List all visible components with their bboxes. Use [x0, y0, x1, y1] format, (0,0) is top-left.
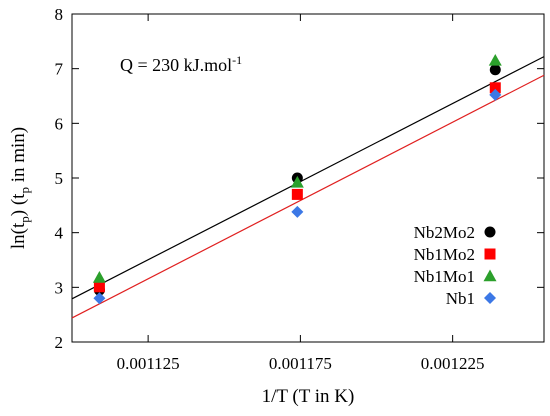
legend-label: Nb2Mo2 [414, 223, 475, 242]
fit-lines [71, 56, 545, 319]
x-tick-label: 0.001125 [117, 354, 180, 373]
y-tick-label: 5 [55, 169, 64, 188]
y-tick-label: 7 [55, 60, 64, 79]
y-axis-title-main: ln(t [8, 222, 29, 249]
x-tick-label: 0.001175 [269, 354, 332, 373]
data-point-diamond [93, 292, 106, 305]
data-point-diamond [489, 88, 502, 101]
legend-label: Nb1Mo2 [414, 245, 475, 264]
data-point-square [489, 82, 501, 94]
legend-label: Nb1 [446, 289, 475, 308]
data-points [92, 53, 502, 305]
data-point-triangle [290, 175, 304, 188]
y-axis-title-end: in min) [8, 127, 29, 187]
legend-marker-diamond [484, 292, 496, 304]
activation-energy-annotation: Q = 230 kJ.mol-1 [120, 53, 242, 75]
data-point-triangle [488, 53, 502, 66]
y-tick-label: 2 [55, 333, 64, 352]
y-axis-title: ln(tp) (tp in min) [8, 127, 32, 249]
annotation-superscript: -1 [232, 53, 242, 67]
data-point-square [291, 188, 303, 200]
y-axis-title-sub2: p [17, 187, 32, 194]
legend-marker-triangle [483, 269, 497, 282]
data-point-circle [489, 64, 501, 76]
data-point-triangle [92, 270, 106, 283]
y-axis-title-mid: ) (t [8, 193, 29, 216]
y-tick-label: 8 [55, 5, 64, 24]
axis-ticks: 2 3 4 5 6 7 8 0.001125 0.001175 0.001225 [55, 5, 544, 373]
fit-line [71, 74, 545, 319]
annotation-text: Q = 230 kJ.mol [120, 55, 232, 75]
y-tick-label: 3 [55, 278, 64, 297]
x-tick-label: 0.001225 [421, 354, 485, 373]
y-tick-label: 6 [55, 114, 64, 133]
y-axis-title-sub1: p [17, 216, 32, 223]
y-tick-label: 4 [55, 224, 64, 243]
legend: Nb2Mo2 Nb1Mo2 Nb1Mo1 Nb1 [414, 223, 497, 308]
x-axis-title: 1/T (T in K) [262, 386, 355, 407]
legend-marker-square [484, 248, 496, 260]
data-point-diamond [291, 205, 304, 218]
fit-line [71, 56, 545, 300]
legend-label: Nb1Mo1 [414, 267, 475, 286]
data-point-square [93, 281, 105, 293]
legend-marker-circle [484, 226, 496, 238]
